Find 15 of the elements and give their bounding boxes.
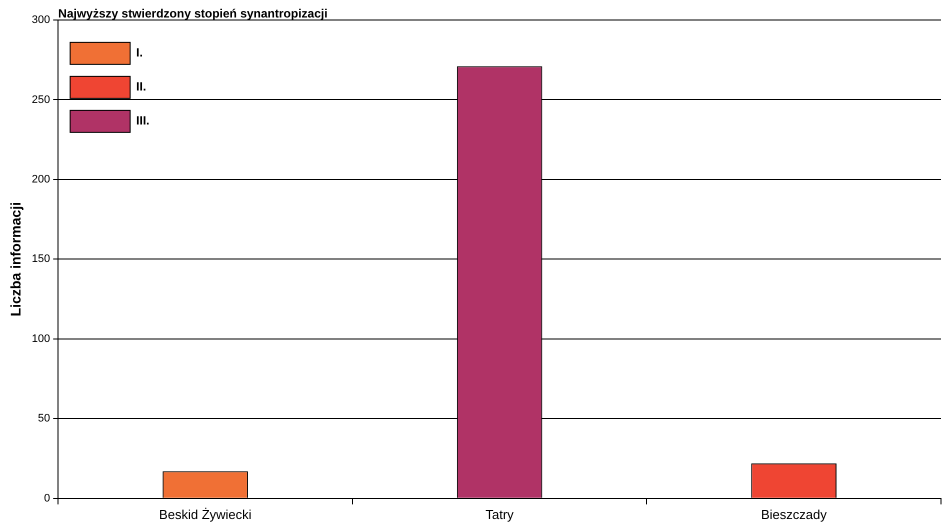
y-tick-label: 100 xyxy=(32,332,50,345)
x-tick-label: Tatry xyxy=(485,506,514,522)
y-tick-label: 200 xyxy=(32,174,50,186)
legend-label: II. xyxy=(136,80,146,94)
y-tick-label: 250 xyxy=(32,94,50,106)
legend-label: I. xyxy=(136,46,143,60)
x-tick-label: Bieszczady xyxy=(760,506,828,522)
y-axis-title: Liczba informacji xyxy=(7,202,24,316)
legend-title: Najwyższy stwierdzony stopień synantropizacji xyxy=(58,6,328,20)
y-tick-label: 50 xyxy=(38,412,50,425)
y-tick-label: 300 xyxy=(32,14,50,26)
legend-label: III. xyxy=(136,114,150,128)
x-tick-label: Beskid Żywiecki xyxy=(159,506,252,522)
y-tick-label: 0 xyxy=(44,492,50,504)
y-tick-label: 150 xyxy=(32,253,50,266)
